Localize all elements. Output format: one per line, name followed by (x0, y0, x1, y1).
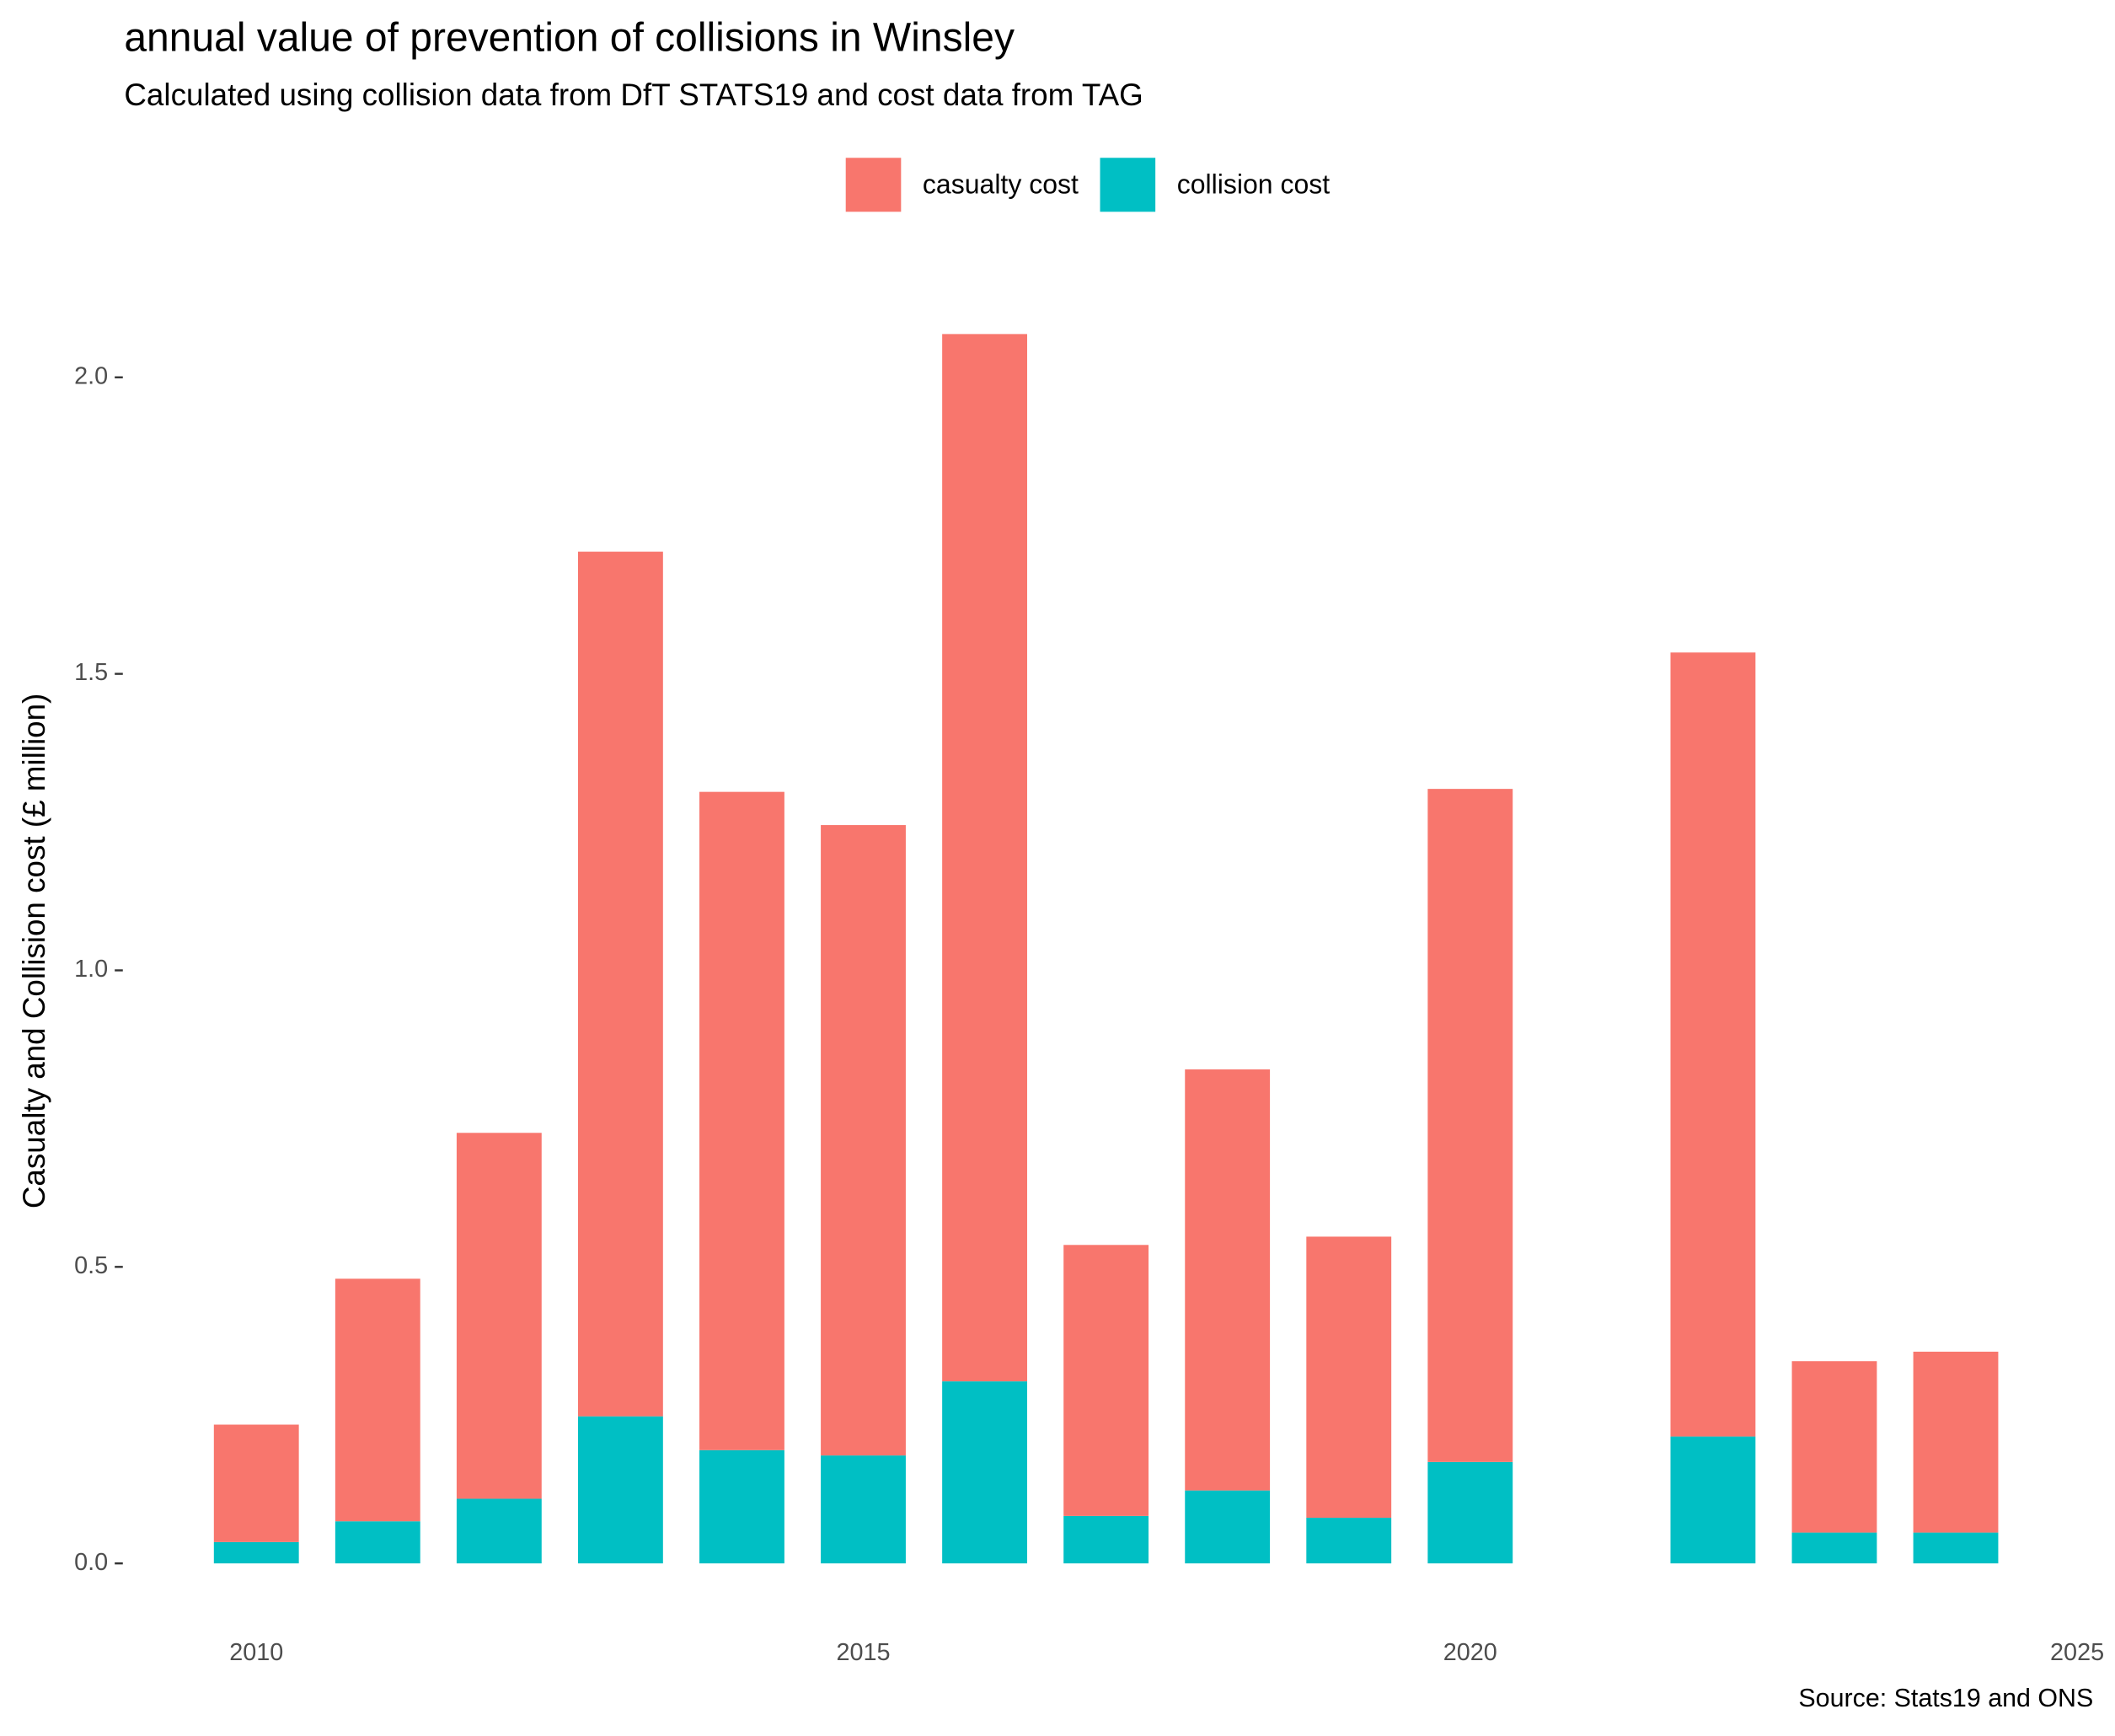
bar-segment (456, 1133, 542, 1499)
x-tick-label: 2020 (1443, 1639, 1497, 1666)
bar-segment (577, 551, 663, 1417)
bar-segment (335, 1278, 420, 1522)
bar-segment (1185, 1490, 1271, 1564)
bar-segment (821, 825, 906, 1456)
bar-segment (821, 1455, 906, 1564)
bar-segment (942, 334, 1027, 1382)
bar-segment (213, 1541, 299, 1564)
bar-segment (1427, 1461, 1513, 1564)
bar-segment (456, 1498, 542, 1564)
y-axis-title: Casualty and Collision cost (£ million) (17, 694, 51, 1208)
bar-segment (699, 1449, 784, 1564)
bar-segment (1063, 1245, 1149, 1516)
bar-segment (577, 1416, 663, 1564)
bar-segment (1427, 789, 1513, 1462)
bar-segment (1185, 1069, 1271, 1491)
caption: Source: Stats19 and ONS (1798, 1684, 2093, 1712)
y-tick-label: 1.5 (74, 659, 108, 686)
bar-segment (1791, 1361, 1877, 1533)
legend-label: collision cost (1177, 169, 1331, 199)
bar-segment (699, 791, 784, 1450)
x-tick-label: 2010 (229, 1639, 283, 1666)
x-tick-label: 2015 (836, 1639, 890, 1666)
chart-subtitle: Calculated using collision data from DfT… (124, 78, 1143, 112)
x-tick-label: 2025 (2050, 1639, 2104, 1666)
y-tick-label: 2.0 (74, 362, 108, 389)
y-tick-label: 1.0 (74, 956, 108, 983)
bar-segment (1063, 1515, 1149, 1564)
legend-key (845, 158, 902, 212)
y-tick-label: 0.0 (74, 1549, 108, 1576)
bar-segment (213, 1424, 299, 1542)
bar-segment (1913, 1351, 1999, 1533)
bar-segment (1306, 1517, 1392, 1564)
bar-segment (1913, 1532, 1999, 1564)
bar-segment (1791, 1532, 1877, 1564)
legend-key (1100, 158, 1156, 212)
bar-segment (1670, 652, 1756, 1437)
y-tick-label: 0.5 (74, 1252, 108, 1279)
chart-title: annual value of prevention of collisions… (124, 16, 1015, 61)
legend-label: casualty cost (923, 169, 1079, 199)
bar-segment (1670, 1436, 1756, 1564)
bar-segment (335, 1521, 420, 1564)
bar-segment (942, 1381, 1027, 1564)
bar-segment (1306, 1236, 1392, 1518)
